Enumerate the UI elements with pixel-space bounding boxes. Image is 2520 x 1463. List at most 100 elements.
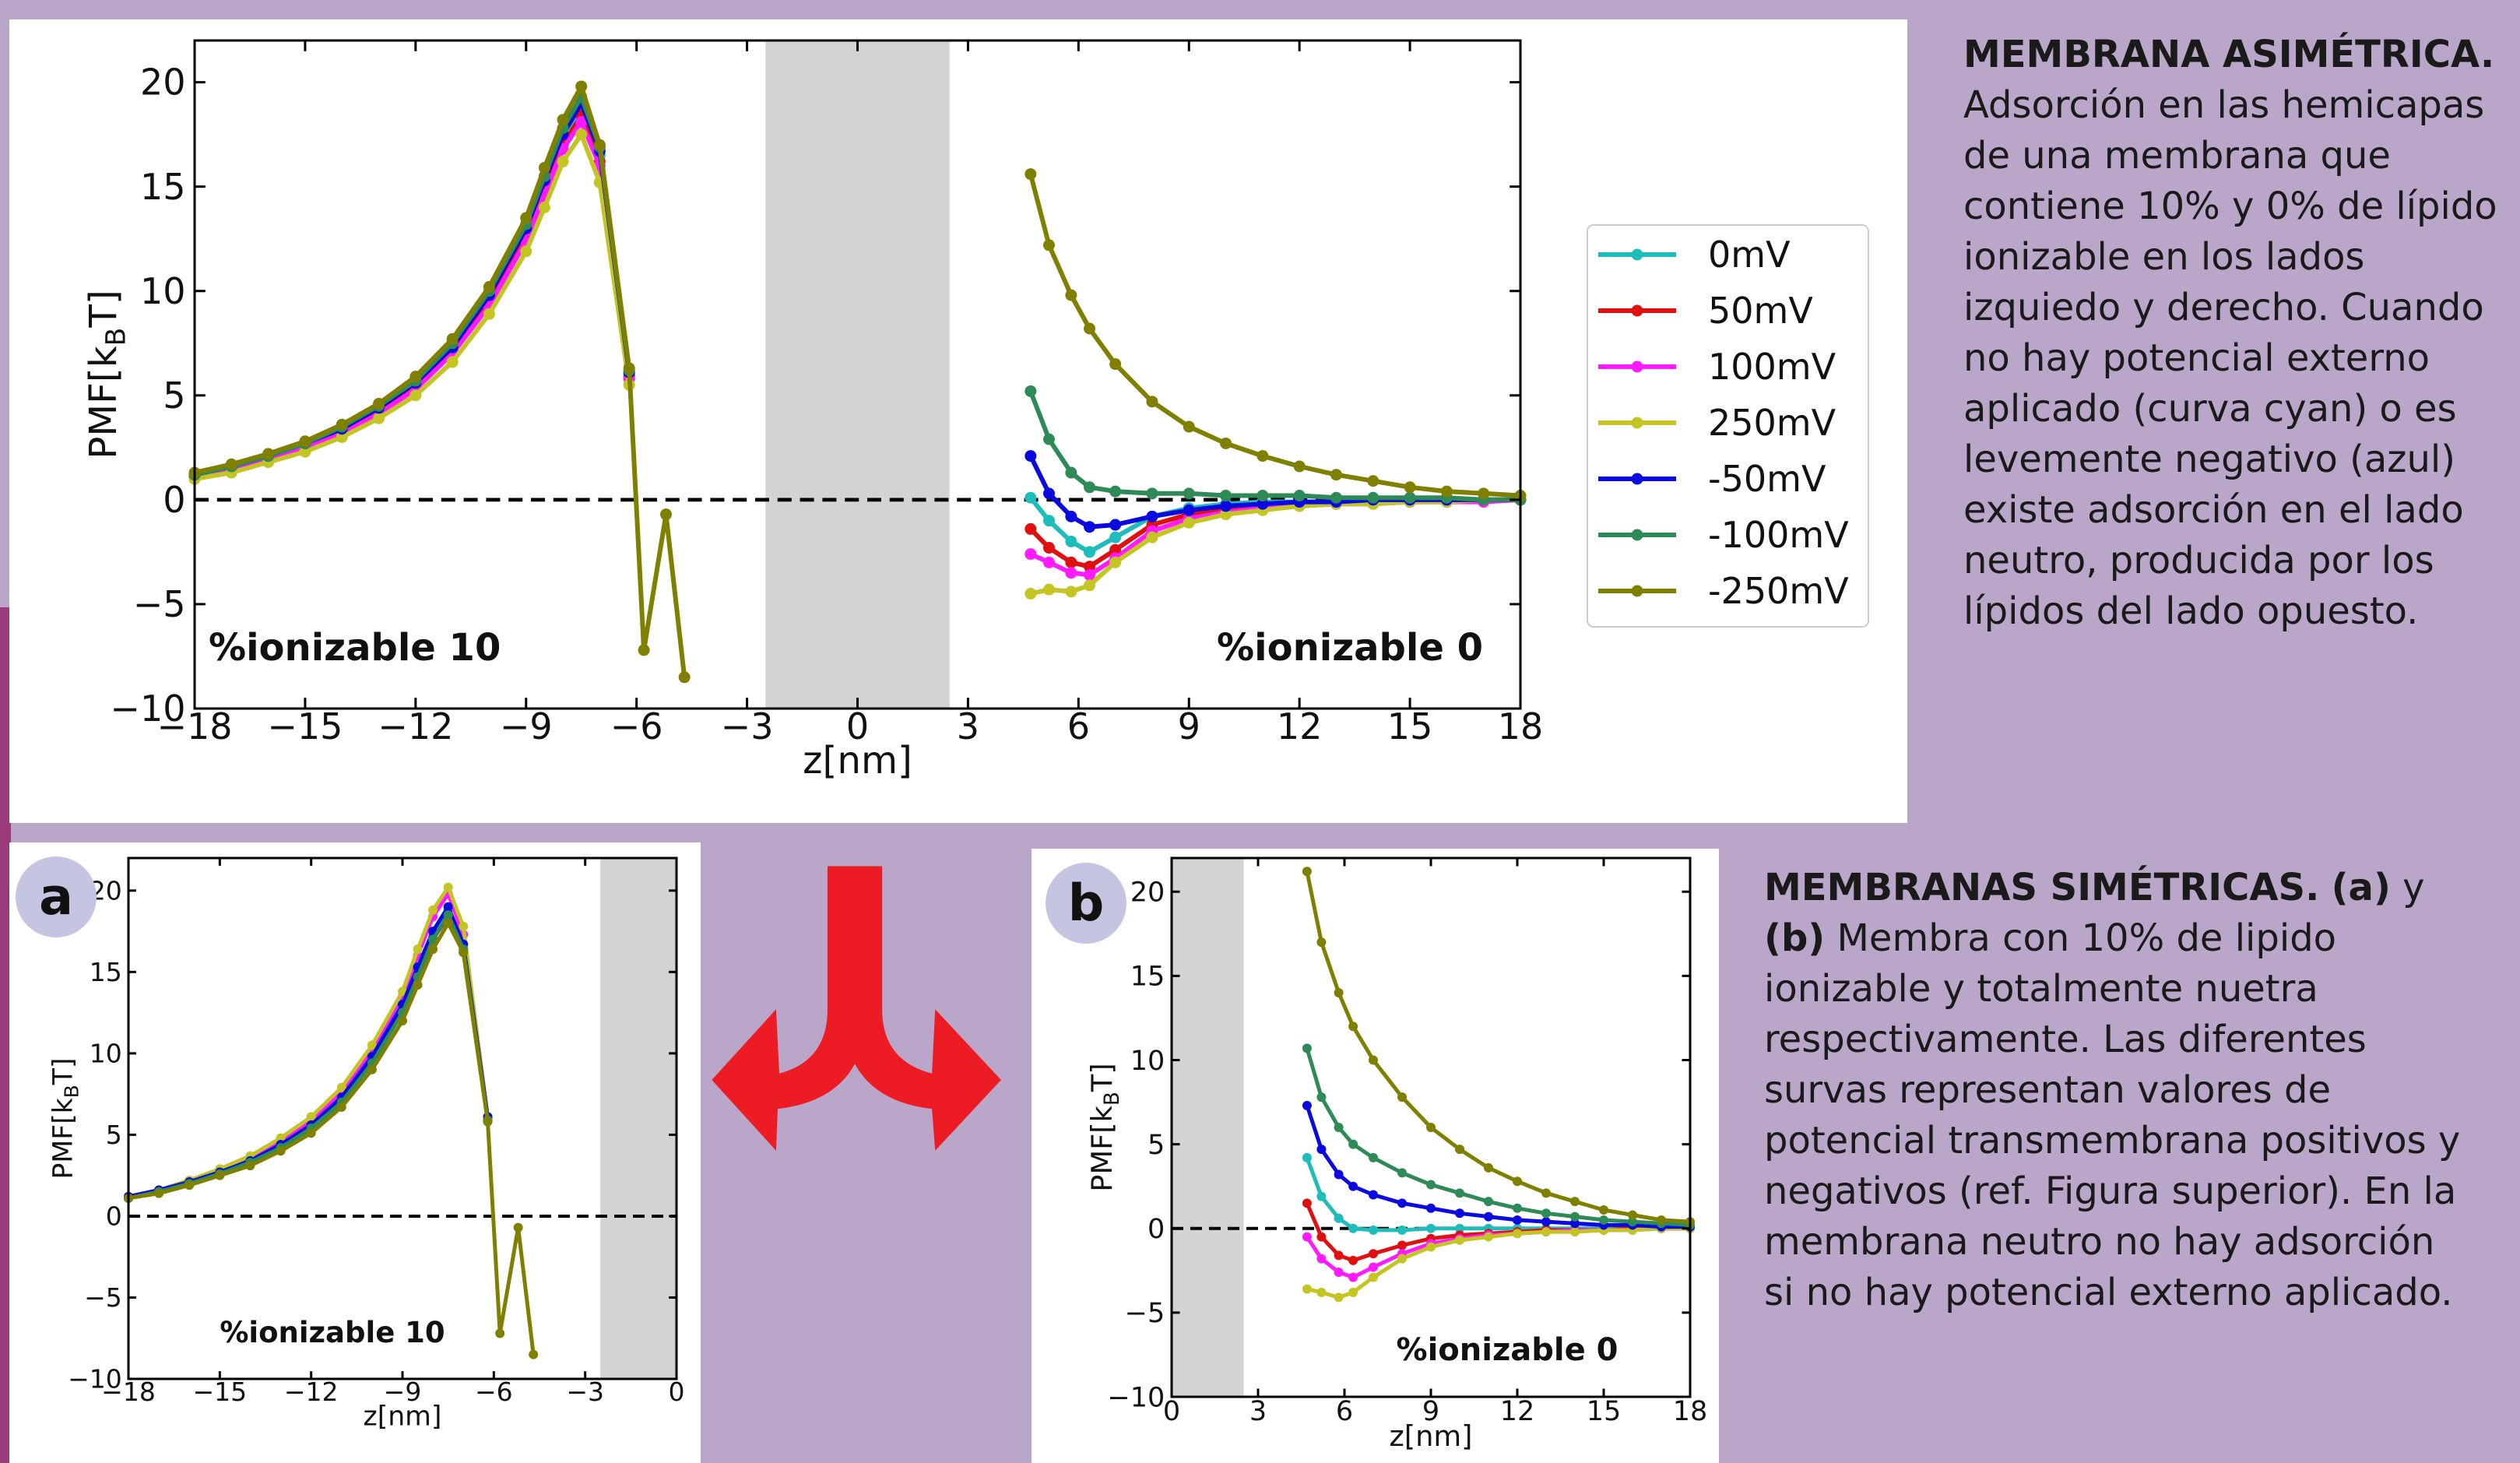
point [1042,556,1055,568]
point [678,671,691,684]
point [1334,1169,1344,1180]
series-line [1305,1105,1690,1229]
point [1302,1043,1312,1053]
point [1316,1191,1327,1201]
point [1334,1267,1344,1277]
point [575,116,588,128]
point [1042,515,1055,527]
point [483,280,495,293]
point [1455,1145,1464,1155]
point [154,1188,164,1198]
legend-label: 50mV [1708,290,1813,332]
point [1369,1152,1378,1162]
point [1302,1152,1312,1162]
point [575,128,588,141]
point [1348,1272,1358,1282]
point [185,1180,195,1190]
x-tick-label: 0 [1163,1396,1180,1427]
y-axis-label-part: B [100,328,132,346]
point [373,398,385,410]
point [1541,1208,1551,1219]
point [1513,1176,1522,1187]
point [1025,588,1037,600]
point [1065,510,1077,522]
point [1426,1203,1436,1213]
membrane-band [600,858,677,1379]
series-line [1306,1226,1690,1299]
panel-a [9,842,701,1463]
legend-label: 250mV [1708,402,1836,444]
y-tick-label: 20 [140,62,186,104]
split-arrow [712,866,1001,1151]
point [299,445,311,458]
x-tick-label: −15 [193,1377,248,1407]
annotation: %ionizable 0 [1217,626,1483,670]
point [1183,420,1195,433]
panel-badge [1046,863,1126,944]
point [1426,1180,1436,1190]
point [1484,1162,1493,1173]
point [428,944,438,955]
point [1293,460,1306,473]
point [1599,1215,1608,1225]
point [1334,1292,1344,1303]
point [1369,1249,1378,1259]
point [459,948,469,958]
legend-marker [1631,360,1643,373]
y-tick-label: −5 [1125,1298,1165,1329]
point [1440,485,1453,498]
y-axis-label: PMF[kBT] [47,1058,83,1180]
point [443,902,453,912]
point [1426,1242,1436,1252]
point [557,114,569,126]
panel-label: b [1068,874,1105,933]
point [529,1349,539,1359]
top-body: Adsorción en las hemicapas de una membra… [1963,83,2497,633]
panel-label: a [39,868,73,927]
point [1397,1254,1407,1264]
x-tick-label: −18 [101,1377,156,1407]
point [1330,469,1342,481]
x-tick-label: 18 [1673,1396,1708,1427]
point [1316,1254,1327,1264]
point [336,418,348,431]
point [1146,487,1158,500]
legend-box [1587,224,1869,628]
x-tick-label: −15 [267,705,343,747]
point [1256,498,1269,510]
point [1109,543,1122,556]
point [1042,583,1055,596]
y-axis-label-part: PMF[k [82,346,125,459]
point [443,910,453,920]
point [1570,1219,1580,1229]
x-tick-label: 15 [1587,1396,1622,1427]
annotation: %ionizable 0 [1397,1332,1618,1368]
point [1084,579,1096,592]
point [1348,1223,1358,1233]
legend-label: -50mV [1708,458,1826,500]
series-line [1305,870,1691,1224]
y-axis-label-part: T] [82,290,125,328]
point [557,156,569,168]
point [1455,1208,1464,1219]
point [1220,437,1232,449]
point [1455,1188,1464,1198]
point [1084,322,1096,335]
point [483,1117,493,1127]
point [1065,289,1077,301]
point [1397,1225,1407,1235]
point [1220,490,1232,502]
point [1256,490,1269,502]
point [428,905,438,915]
point [1316,1287,1327,1297]
legend-marker [1631,248,1643,261]
x-tick-label: −9 [384,1377,422,1407]
x-tick-label: −18 [156,705,232,747]
point [1369,1272,1378,1282]
x-tick-label: 3 [957,705,979,747]
point [1426,1223,1436,1233]
point [1025,491,1037,504]
conj: y [2402,866,2425,909]
